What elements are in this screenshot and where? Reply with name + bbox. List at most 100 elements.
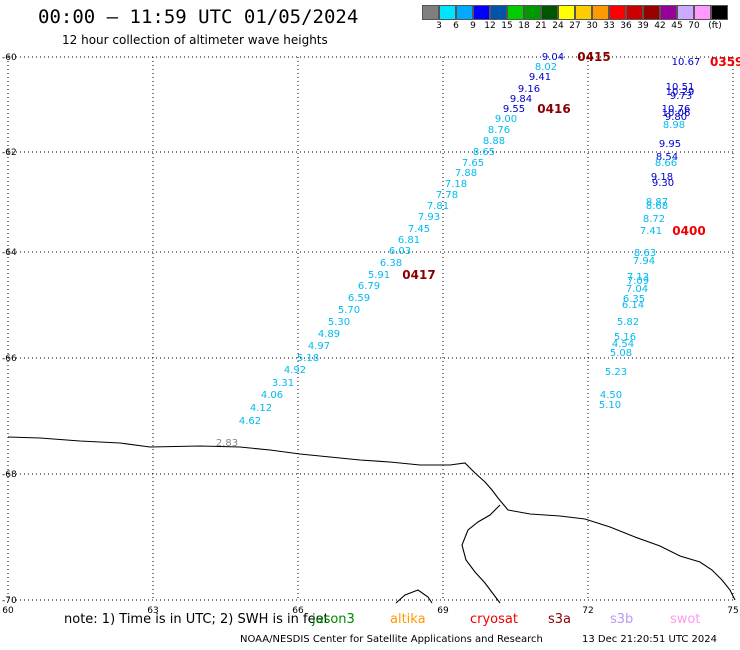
lon-label: 60 <box>2 606 14 616</box>
wave-height-value: 10.29 <box>666 87 695 98</box>
wave-height-value: 7.78 <box>436 190 458 201</box>
lon-label: 66 <box>292 606 304 616</box>
wave-height-value: 9.55 <box>503 104 525 115</box>
legend-swatch-13 <box>643 5 660 20</box>
wave-height-value: 9.18 <box>651 172 673 183</box>
coast-shelf <box>395 589 433 604</box>
legend-swatch-4 <box>490 5 507 20</box>
legend-swatch-17 <box>711 5 728 20</box>
satellite-legend-s3a: s3a <box>548 612 572 627</box>
wave-height-value: 4.06 <box>261 390 283 401</box>
legend-label: 12 <box>484 21 496 31</box>
generated-timestamp: 13 Dec 21:20:51 UTC 2024 <box>582 634 717 645</box>
antarctic-coastline <box>7 436 736 601</box>
wave-height-value: 8.66 <box>655 158 677 169</box>
lat-label: -62 <box>2 148 17 158</box>
wave-height-value: 6.59 <box>348 293 370 304</box>
wave-height-value: 5.18 <box>297 353 319 364</box>
wave-height-value: 8.88 <box>483 136 505 147</box>
wave-height-value: 10.06 <box>662 108 691 119</box>
wave-height-value: 6.79 <box>358 281 380 292</box>
wave-height-value: 5.23 <box>605 367 627 378</box>
lon-label: 69 <box>437 606 449 616</box>
legend-swatch-12 <box>626 5 643 20</box>
wave-height-value: 4.62 <box>239 416 261 427</box>
legend-label: 45 <box>671 21 683 31</box>
wave-height-value: 4.89 <box>318 329 340 340</box>
wave-height-value: 8.76 <box>488 125 510 136</box>
wave-height-value: 6.38 <box>380 258 402 269</box>
wave-height-value: 7.04 <box>626 284 648 295</box>
wave-height-value: 9.04 <box>542 52 564 63</box>
lat-label: -68 <box>2 470 17 480</box>
wave-height-tracks: 8.02 9.008.768.888.657.657.887.187.787.81… <box>216 52 700 449</box>
wave-height-value: 7.09 <box>627 276 649 287</box>
satellite-legend-jason3: jason3 <box>312 612 355 627</box>
wave-height-value: 10.51 <box>666 82 695 93</box>
satellite-legend-swot: swot <box>670 612 701 627</box>
satellite-legend-s3b: s3b <box>610 612 634 627</box>
wave-height-value: 10.67 <box>672 57 701 68</box>
legend-swatch-2 <box>456 5 473 20</box>
wave-height-value: 5.16 <box>614 332 636 343</box>
legend-swatch-1 <box>439 5 456 20</box>
wave-height-value: 2.83 <box>216 438 238 449</box>
wave-height-value: 9.00 <box>495 114 517 125</box>
wave-height-value: 7.13 <box>627 272 649 283</box>
wave-height-value: 4.12 <box>250 403 272 414</box>
footer-note: note: 1) Time is in UTC; 2) SWH is in fe… <box>64 612 329 627</box>
wave-height-value: 4.50 <box>600 390 622 401</box>
wave-height-value: 5.10 <box>599 400 621 411</box>
pass-time-label: 0416 <box>537 102 570 116</box>
lon-label: 63 <box>147 606 158 616</box>
wave-height-value: 6.81 <box>398 235 420 246</box>
legend-label: 70 <box>688 21 700 31</box>
legend-label: 21 <box>535 21 547 31</box>
wave-height-value: 8.72 <box>643 214 665 225</box>
legend-swatch-9 <box>575 5 592 20</box>
wave-height-value: 7.94 <box>633 256 655 267</box>
legend-label: (ft) <box>708 21 722 31</box>
legend-label: 33 <box>603 21 615 31</box>
lon-label: 75 <box>727 606 738 616</box>
wave-height-value: 7.81 <box>427 201 449 212</box>
wave-height-value: 7.65 <box>462 158 484 169</box>
page-subtitle: 12 hour collection of altimeter wave hei… <box>62 33 328 47</box>
wave-height-value: 7.88 <box>455 168 477 179</box>
wave-height-value: 9.84 <box>510 94 532 105</box>
wave-height-value: 8.87 <box>646 197 668 208</box>
map-grid <box>7 56 735 601</box>
legend-label: 15 <box>501 21 513 31</box>
legend-swatch-10 <box>592 5 609 20</box>
wave-height-value: 9.80 <box>665 112 687 123</box>
wave-height-value: 3.31 <box>272 378 294 389</box>
legend-swatch-7 <box>541 5 558 20</box>
wave-height-value: 8.68 <box>646 201 668 212</box>
wave-height-value: 8.98 <box>663 120 685 131</box>
legend-swatch-11 <box>609 5 626 20</box>
wave-height-value: 9.73 <box>670 91 692 102</box>
wave-height-value: 8.65 <box>473 147 495 158</box>
color-legend-bar <box>422 5 728 20</box>
legend-swatch-5 <box>507 5 524 20</box>
legend-swatch-3 <box>473 5 490 20</box>
lat-label: -60 <box>2 53 17 63</box>
wave-height-value: 5.08 <box>610 348 632 359</box>
wave-height-value: 9.95 <box>659 139 681 150</box>
legend-label: 6 <box>453 21 459 31</box>
coast-inlet <box>461 504 501 604</box>
wave-height-value: 8.02 <box>535 62 557 73</box>
legend-label: 39 <box>637 21 649 31</box>
wave-height-value: 9.30 <box>652 178 674 189</box>
wave-height-value: 9.16 <box>518 84 540 95</box>
wave-height-value: 6.14 <box>622 300 644 311</box>
wave-height-value: 5.30 <box>328 317 350 328</box>
wave-height-value: 6.03 <box>389 246 411 257</box>
pass-time-label: 0417 <box>402 268 435 282</box>
wave-height-value: 8.54 <box>656 152 678 163</box>
credit-text: NOAA/NESDIS Center for Satellite Applica… <box>240 634 543 645</box>
satellite-legend-altika: altika <box>390 612 426 627</box>
